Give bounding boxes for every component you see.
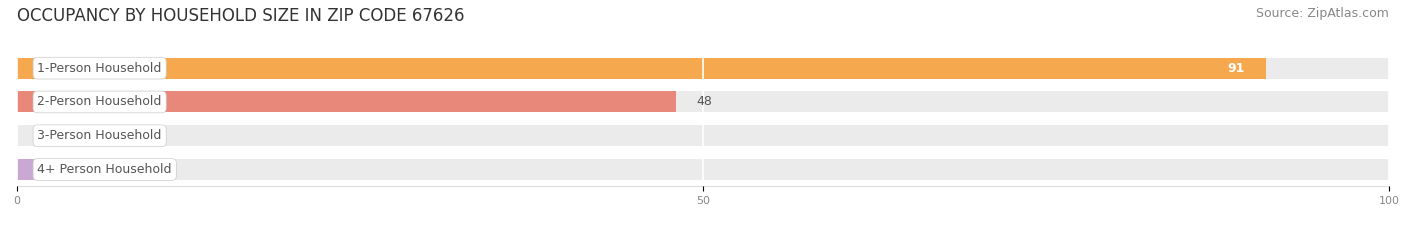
Bar (17, 159, 1389, 180)
Bar (17, 58, 1265, 79)
Text: 2-Person Household: 2-Person Household (38, 96, 162, 108)
Text: Source: ZipAtlas.com: Source: ZipAtlas.com (1256, 7, 1389, 20)
Bar (17, 125, 1389, 146)
Text: 48: 48 (696, 96, 711, 108)
Bar (17, 58, 1389, 79)
Bar (17, 159, 72, 180)
Bar (17, 92, 675, 112)
Text: OCCUPANCY BY HOUSEHOLD SIZE IN ZIP CODE 67626: OCCUPANCY BY HOUSEHOLD SIZE IN ZIP CODE … (17, 7, 464, 25)
Text: 4+ Person Household: 4+ Person Household (38, 163, 172, 176)
Bar (17, 92, 1389, 112)
Text: 0: 0 (38, 129, 45, 142)
Text: 91: 91 (1227, 62, 1246, 75)
Text: 3-Person Household: 3-Person Household (38, 129, 162, 142)
Text: 1-Person Household: 1-Person Household (38, 62, 162, 75)
Text: 4: 4 (93, 163, 100, 176)
